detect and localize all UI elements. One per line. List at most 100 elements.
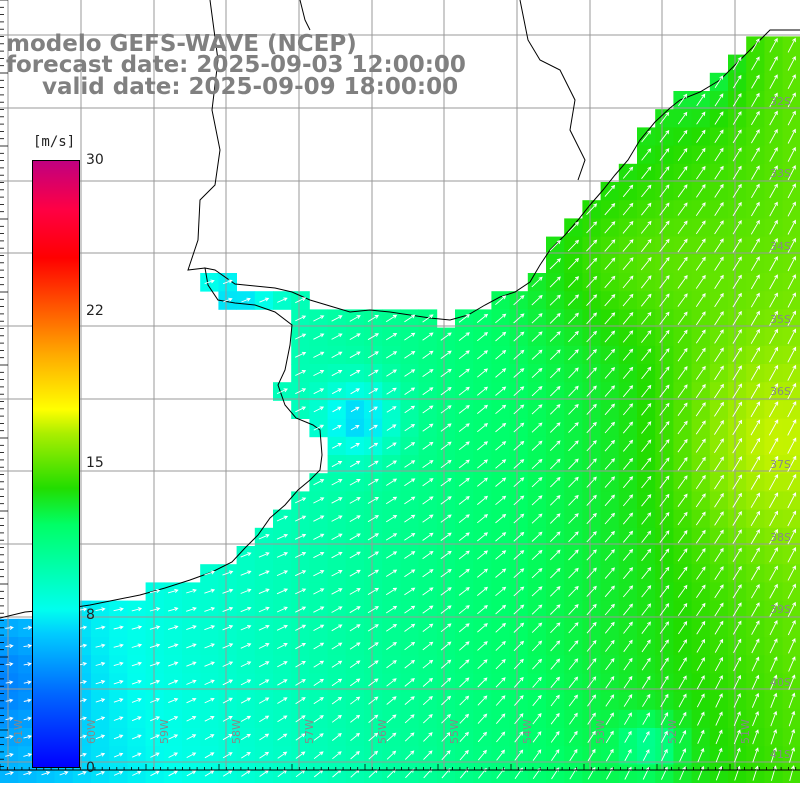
wind-vector xyxy=(769,565,778,581)
wind-vector xyxy=(677,602,688,616)
wind-vector xyxy=(550,712,560,725)
wind-vector xyxy=(604,202,616,216)
wind-vector xyxy=(751,583,760,599)
wind-vector xyxy=(641,530,652,543)
wind-vector xyxy=(149,588,161,594)
wind-vector xyxy=(604,603,615,616)
wind-vector xyxy=(586,549,597,561)
wind-vector xyxy=(513,349,525,360)
wind-vector xyxy=(769,74,778,89)
wind-vector xyxy=(768,401,779,418)
wind-vector xyxy=(769,274,778,290)
wind-vector xyxy=(567,276,580,288)
coastline xyxy=(0,0,800,619)
wind-vector xyxy=(732,511,742,526)
wind-vector xyxy=(714,256,724,271)
wind-vector xyxy=(622,275,634,289)
wind-vector xyxy=(149,607,161,612)
wind-vector xyxy=(714,111,724,125)
valid-date: valid date: 2025-09-09 18:00:00 xyxy=(42,74,459,100)
wind-vector xyxy=(531,640,543,652)
wind-vector xyxy=(696,548,706,562)
wind-vector xyxy=(349,497,361,504)
wind-vector xyxy=(787,382,797,400)
wind-vector xyxy=(751,147,760,162)
wind-vector xyxy=(150,752,160,758)
wind-vector xyxy=(622,220,634,234)
wind-vector xyxy=(240,733,252,741)
wind-vector xyxy=(769,547,778,563)
wind-vector xyxy=(331,660,343,668)
wind-vector xyxy=(659,402,670,416)
wind-vector xyxy=(677,566,688,580)
wind-vector xyxy=(422,387,434,396)
wind-vector xyxy=(513,422,525,433)
wind-vector xyxy=(459,695,470,706)
wind-vector xyxy=(660,675,669,689)
wind-vector xyxy=(313,733,324,741)
wind-vector xyxy=(404,496,416,505)
wind-vector xyxy=(696,675,705,690)
wind-vector xyxy=(752,711,759,727)
wind-vector xyxy=(477,350,489,360)
wind-vector xyxy=(604,385,616,397)
wind-vector xyxy=(404,732,415,742)
wind-vector xyxy=(568,422,579,433)
wind-vector xyxy=(586,203,598,216)
wind-vector xyxy=(458,623,470,633)
wind-vector xyxy=(276,570,289,577)
wind-vector xyxy=(440,350,452,359)
wind-vector xyxy=(659,256,670,271)
wind-vector xyxy=(751,183,760,199)
wind-vector xyxy=(787,473,797,491)
wind-vector xyxy=(458,532,470,542)
wind-vector xyxy=(787,310,796,326)
wind-vector xyxy=(641,421,652,434)
wind-vector xyxy=(750,292,760,308)
wind-vector xyxy=(350,406,360,413)
wind-vector xyxy=(313,479,325,486)
wind-vector xyxy=(751,692,760,708)
wind-vector xyxy=(714,183,724,198)
colorbar-tick-30: 30 xyxy=(86,152,104,168)
wind-vector xyxy=(204,770,215,777)
wind-vector xyxy=(769,620,778,636)
wind-vector xyxy=(495,368,507,378)
wind-vector xyxy=(313,642,325,650)
wind-vector xyxy=(732,219,742,235)
colorbar-tick-22: 22 xyxy=(86,303,104,319)
wind-vector xyxy=(714,529,724,544)
wind-vector xyxy=(313,751,324,760)
wind-vector xyxy=(550,658,561,670)
wind-vector xyxy=(350,732,361,742)
wind-vector xyxy=(422,714,433,724)
wind-vector xyxy=(677,329,688,344)
wind-vector xyxy=(350,443,361,449)
wind-vector xyxy=(752,747,759,763)
wind-vector xyxy=(459,731,469,743)
wind-vector xyxy=(113,752,124,758)
wind-vector xyxy=(458,496,470,505)
wind-vector xyxy=(750,529,760,545)
wind-vector xyxy=(750,437,761,454)
wind-vector xyxy=(769,256,778,272)
wind-vector xyxy=(751,38,760,53)
wind-vector xyxy=(642,712,650,725)
wind-vector xyxy=(769,237,778,253)
wind-vector xyxy=(567,221,580,234)
wind-vector xyxy=(751,674,760,690)
wind-vector xyxy=(604,421,616,434)
wind-vector xyxy=(477,368,489,378)
wind-vector xyxy=(313,660,325,668)
wind-vector xyxy=(441,713,451,724)
wind-vector xyxy=(277,661,288,668)
wind-vector xyxy=(714,474,724,490)
wind-vector xyxy=(349,660,361,668)
wind-vector xyxy=(259,751,270,759)
wind-vector xyxy=(587,694,597,707)
wind-vector xyxy=(531,404,543,415)
wind-vector xyxy=(732,274,742,290)
wind-vector xyxy=(732,383,742,399)
wind-vector xyxy=(404,532,416,541)
wind-vector xyxy=(605,730,614,744)
